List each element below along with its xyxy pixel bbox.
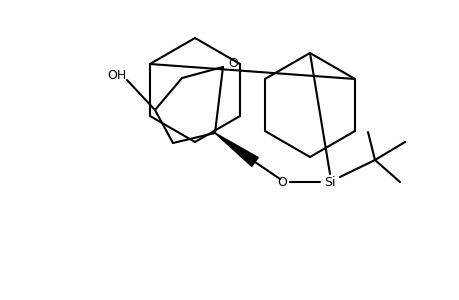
Text: OH: OH	[107, 68, 126, 82]
Text: O: O	[228, 56, 237, 70]
Text: O: O	[276, 176, 286, 188]
Text: Si: Si	[324, 176, 335, 188]
Polygon shape	[214, 133, 257, 167]
